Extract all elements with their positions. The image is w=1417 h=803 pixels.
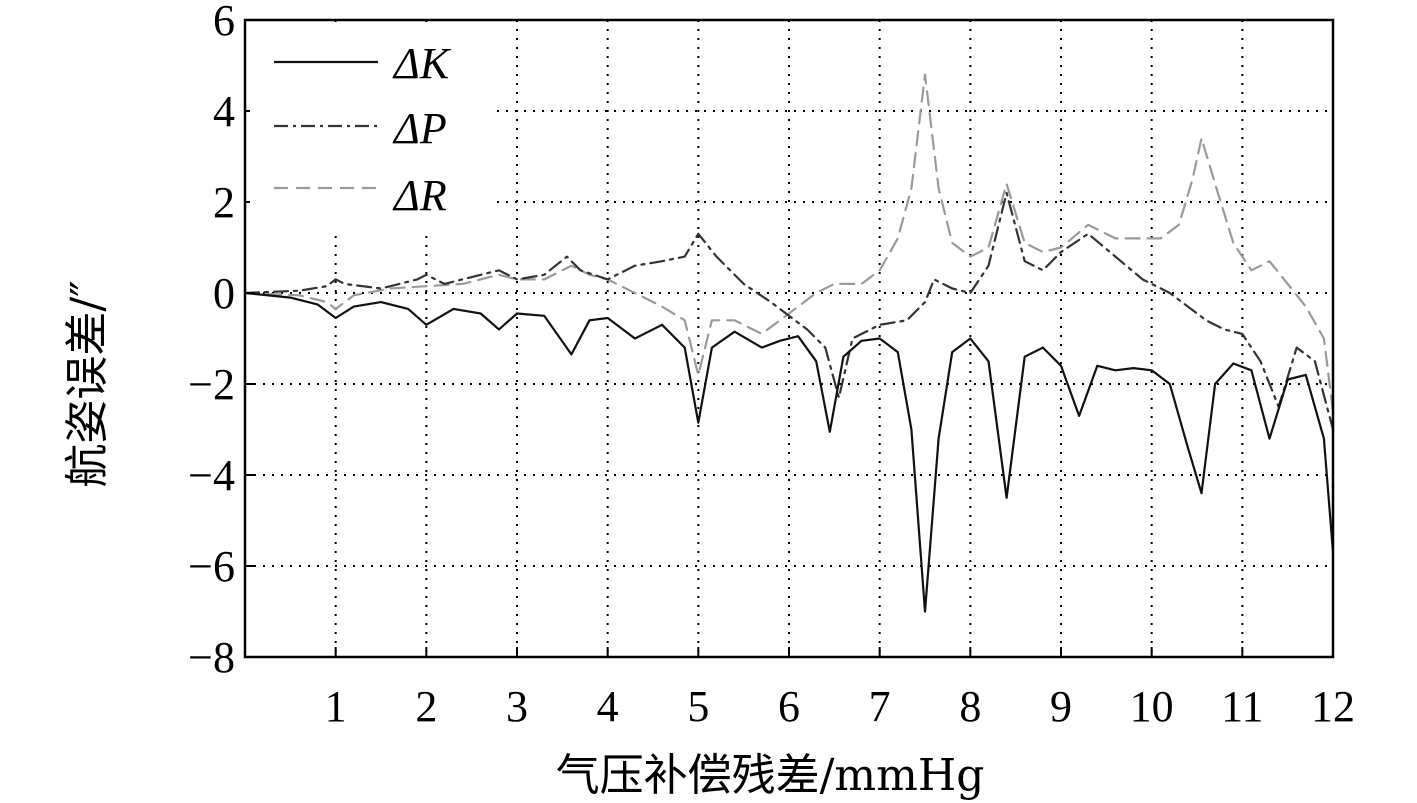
x-tick-label: 8	[959, 682, 981, 731]
ticks	[245, 19, 1334, 658]
series-line-dk	[243, 291, 1335, 613]
x-tick-label: 7	[869, 682, 891, 731]
x-tick-label: 5	[687, 682, 709, 731]
x-tick-label: 11	[1221, 682, 1263, 731]
legend-label-dr: ΔR	[392, 171, 447, 220]
legend-label-dk: ΔK	[392, 39, 452, 88]
y-tick-label: 0	[213, 269, 235, 318]
y-axis-title: 航姿误差/″	[62, 280, 113, 487]
x-tick-label: 12	[1311, 682, 1355, 731]
x-tick-label: 2	[415, 682, 437, 731]
y-tick-label: 6	[213, 0, 235, 45]
x-tick-label: 10	[1130, 682, 1174, 731]
legend: ΔK ΔP ΔR	[250, 24, 490, 234]
legend-label-dp: ΔP	[392, 104, 447, 153]
y-tick-label: −8	[188, 633, 235, 682]
x-tick-label: 9	[1050, 682, 1072, 731]
series-layer	[243, 73, 1335, 613]
x-tick-label: 1	[325, 682, 347, 731]
y-tick-label: −4	[188, 451, 235, 500]
y-tick-label: −2	[188, 360, 235, 409]
legend-box	[250, 24, 490, 234]
y-tick-label: 4	[213, 87, 235, 136]
y-tick-label: 2	[213, 178, 235, 227]
series-line-dp	[243, 191, 1335, 431]
x-tick-label: 3	[506, 682, 528, 731]
x-axis-title: 气压补偿残差/mmHg	[556, 750, 985, 801]
x-tick-label: 4	[597, 682, 619, 731]
series-line-dr	[243, 73, 1335, 413]
y-tick-label: −6	[188, 542, 235, 591]
x-tick-label: 6	[778, 682, 800, 731]
x-tick-labels: 1 2 3 4 5 6 7 8 9 10 11 12	[325, 682, 1355, 731]
y-tick-labels: 6 4 2 0 −2 −4 −6 −8	[188, 0, 235, 682]
